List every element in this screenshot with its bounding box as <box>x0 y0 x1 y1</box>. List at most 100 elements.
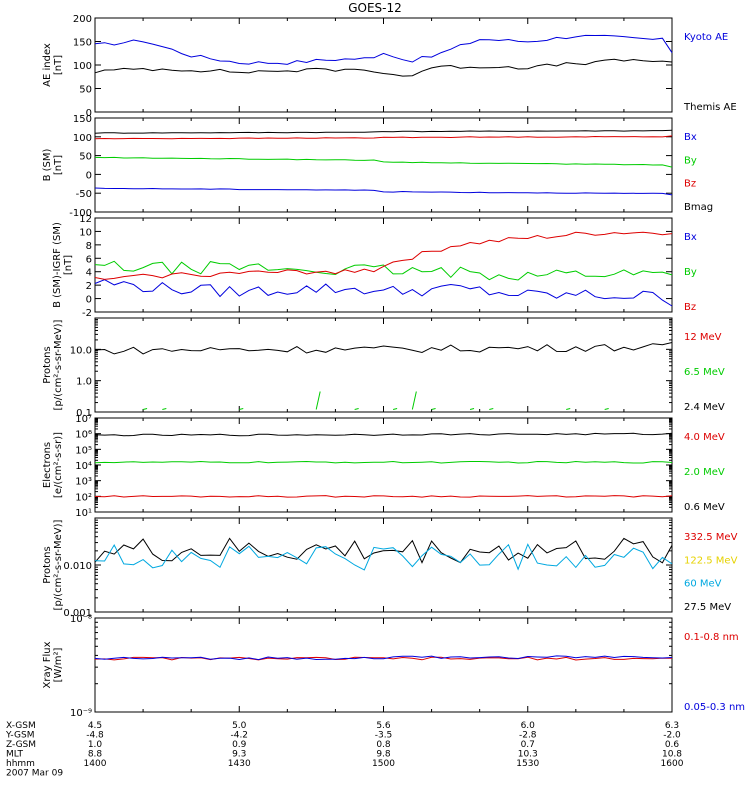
series-line <box>94 543 673 571</box>
orbit-row-label: MLT <box>6 750 24 760</box>
series-line <box>94 34 673 65</box>
series-line <box>94 279 673 307</box>
y-axis-label: Protons[p/(cm²-s-sr-MeV)] <box>42 519 64 610</box>
orbit-value: 5.6 <box>376 721 391 731</box>
legend-entry: 0.6 MeV <box>684 502 725 513</box>
series-line <box>94 260 673 281</box>
legend-entry: Bx <box>684 232 697 243</box>
orbit-value: 10.3 <box>518 750 538 760</box>
orbit-value: 6.3 <box>665 721 679 731</box>
legend-entry: 2.4 MeV <box>684 402 725 413</box>
y-tick-label: 0.001 <box>63 608 92 619</box>
panel-frame <box>94 417 673 513</box>
series-line <box>94 58 673 77</box>
y-tick-label: 10 <box>79 227 92 238</box>
y-tick-label: 1.0 <box>76 377 92 388</box>
y-axis-label: Xray Flux[W/m²] <box>42 641 64 688</box>
y-tick-label: 10³ <box>75 477 92 488</box>
orbit-row-label: Z-GSM <box>6 740 36 750</box>
series-line <box>94 342 673 355</box>
legend-entry: Bx <box>684 132 697 143</box>
series-line <box>94 432 673 437</box>
orbit-value: 5.0 <box>232 721 247 731</box>
legend-entry: 122.5 MeV <box>684 555 738 566</box>
panel-3: 0.1 1.0 10.0 Protons[p/(cm²-s-sr-MeV)] 12 Me… <box>42 317 725 419</box>
y-tick-label: 2 <box>86 281 92 292</box>
y-tick-label: 10.0 <box>70 345 92 356</box>
y-axis-label: Protons[p/(cm²-s-sr-MeV)] <box>42 319 64 410</box>
legend-entry: 27.5 MeV <box>684 602 731 613</box>
orbit-row-label: Y-GSM <box>5 731 34 741</box>
orbit-value: -4.2 <box>230 731 248 741</box>
series-line <box>94 460 673 464</box>
legend-entry: Kyoto AE <box>684 32 728 43</box>
orbit-value: 1.0 <box>88 740 103 750</box>
y-tick-label: 50 <box>79 152 92 163</box>
panel-frame <box>94 517 673 613</box>
orbit-value: 10.8 <box>662 750 682 760</box>
y-tick-label: 150 <box>73 114 92 125</box>
series-line <box>94 495 673 498</box>
y-tick-label: -2 <box>82 308 92 319</box>
orbit-value: -4.8 <box>86 731 104 741</box>
y-tick-label: 0 <box>86 295 92 306</box>
y-tick-label: -50 <box>76 189 92 200</box>
panel-frame <box>94 617 673 713</box>
legend-entry: 60 MeV <box>684 579 722 590</box>
panel-0: 0 50 100 150 200 AE index[nT] Kyoto AE Themis A… <box>42 14 737 119</box>
y-tick-label: 0.1 <box>76 408 92 419</box>
y-tick-label: 10⁻⁸ <box>70 614 92 625</box>
y-tick-label: 10⁶ <box>75 430 92 441</box>
y-tick-label: 50 <box>79 85 92 96</box>
legend-entry: 2.0 MeV <box>684 467 725 478</box>
y-axis-label: Electrons[e/(cm²-s-sr)] <box>42 432 64 498</box>
series-line <box>94 231 673 280</box>
y-axis-label: AE index[nT] <box>42 43 64 87</box>
y-tick-label: 8 <box>86 241 92 252</box>
plot-title: GOES-12 <box>348 1 402 15</box>
y-tick-label: 10⁻⁹ <box>70 708 92 719</box>
orbit-value: 9.3 <box>232 750 246 760</box>
y-tick-label: 6 <box>86 254 92 265</box>
orbit-value: -2.0 <box>663 731 681 741</box>
series-line <box>94 129 673 134</box>
legend-entry: By <box>684 267 697 278</box>
orbit-value: 0.9 <box>232 740 247 750</box>
orbit-value: -2.8 <box>519 731 537 741</box>
legend-entry: 332.5 MeV <box>684 532 738 543</box>
orbit-value: 0.8 <box>376 740 391 750</box>
series-line <box>94 655 673 661</box>
orbit-value: 1500 <box>372 759 395 769</box>
orbit-row-label: X-GSM <box>6 721 36 731</box>
y-axis-label: B (SM)[nT] <box>42 148 64 181</box>
legend-entry: 6.5 MeV <box>684 367 725 378</box>
orbit-value: 1400 <box>84 759 107 769</box>
y-tick-label: 10⁴ <box>75 461 92 472</box>
series-line <box>142 391 609 411</box>
orbit-row-label: hhmm <box>6 759 35 769</box>
legend-entry: Bz <box>684 179 696 190</box>
y-tick-label: 0.010 <box>63 561 92 572</box>
y-tick-label: 10¹ <box>75 508 92 519</box>
panel-frame <box>94 317 673 413</box>
orbit-value: 9.8 <box>376 750 391 760</box>
y-tick-label: 0 <box>86 170 92 181</box>
y-tick-label: 0 <box>86 108 92 119</box>
orbit-value: 0.6 <box>665 740 680 750</box>
y-tick-label: 10⁷ <box>75 414 92 425</box>
series-line <box>94 537 673 564</box>
y-tick-label: -100 <box>69 208 92 219</box>
panel-4: 10¹ 10² 10³ 10⁴ 10⁵ 10⁶ 10⁷ Electrons[e/(cm²-s-… <box>42 414 725 519</box>
y-tick-label: 100 <box>73 133 92 144</box>
y-axis-label: B (SM)-IGRF (SM)[nT] <box>52 222 74 308</box>
orbit-value: -3.5 <box>375 731 393 741</box>
y-tick-label: 200 <box>73 14 92 25</box>
y-tick-label: 150 <box>73 38 92 49</box>
legend-entry: Bmag <box>684 202 713 213</box>
legend-entry: Bz <box>684 302 696 313</box>
orbit-value: 0.7 <box>521 740 535 750</box>
legend-entry: Themis AE <box>683 102 737 113</box>
panel-2: -2 0 2 4 6 8 10 12 B (SM)-IGRF (SM)[nT] Bx By Bz <box>52 214 697 319</box>
